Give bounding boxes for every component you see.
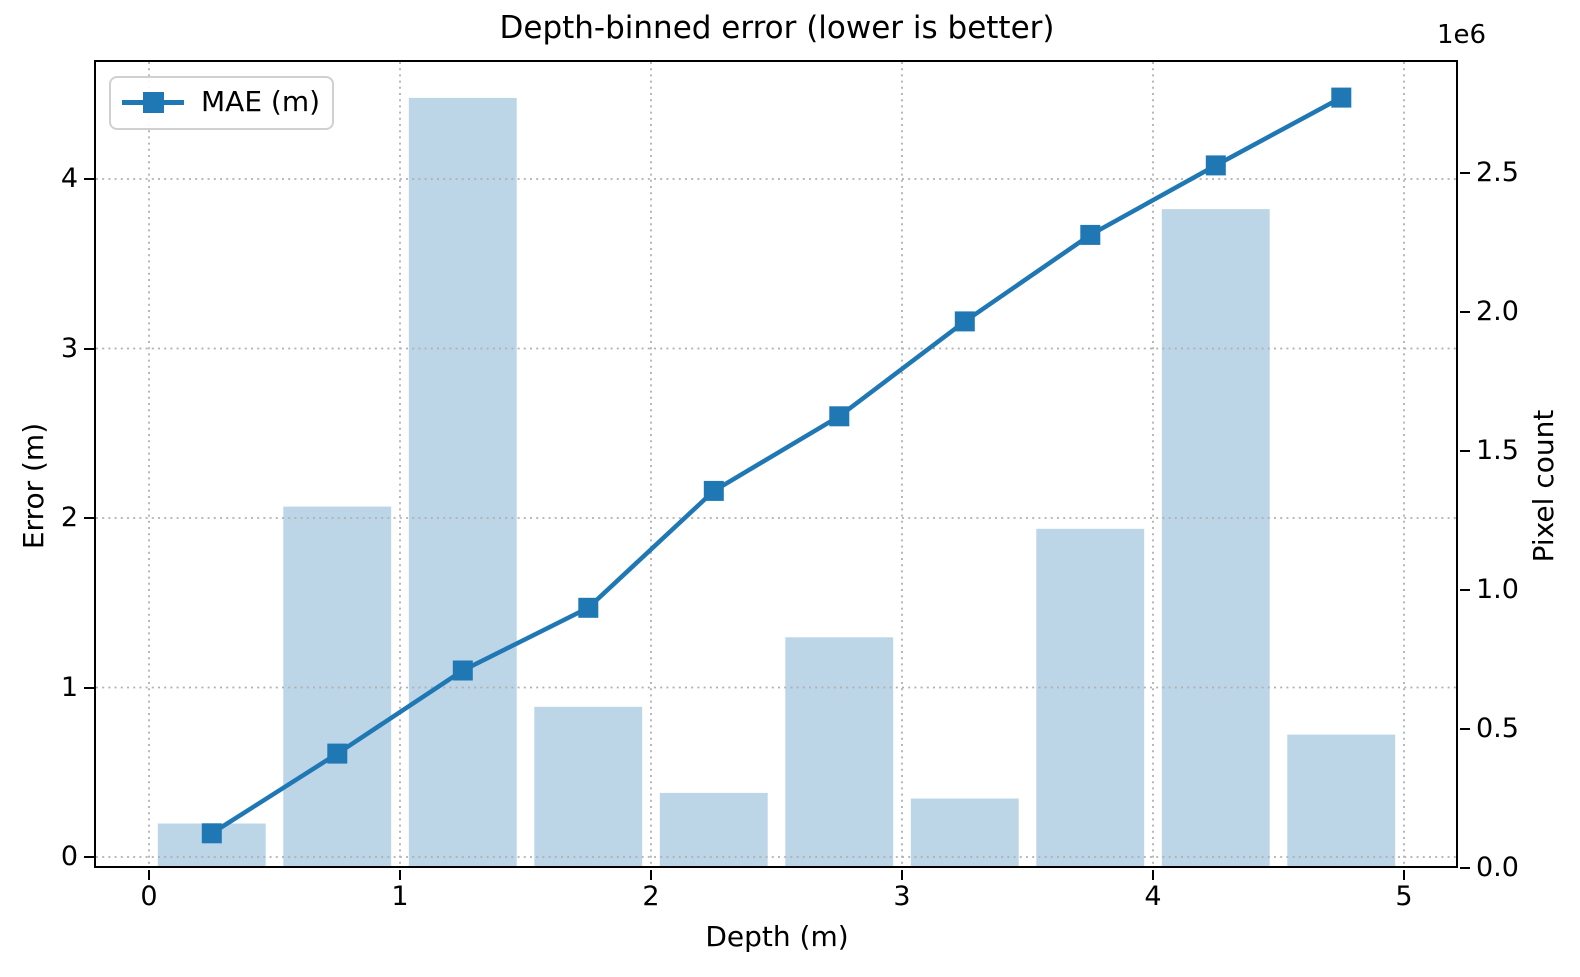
- pixel-count-bar: [1287, 734, 1396, 868]
- x-tick-label: 1: [391, 881, 409, 912]
- left-y-tick-label: 0: [60, 841, 78, 872]
- x-tick-mark: [1152, 870, 1154, 880]
- right-y-tick-mark: [1460, 589, 1470, 591]
- right-y-tick-label: 0.5: [1476, 713, 1519, 744]
- mae-marker: [954, 311, 975, 332]
- gridlines: [96, 62, 1458, 868]
- left-y-tick-mark: [84, 856, 94, 858]
- pixel-count-bar: [659, 792, 768, 868]
- x-axis-label: Depth (m): [705, 920, 849, 953]
- x-tick-mark: [1403, 870, 1405, 880]
- plot-area: [96, 62, 1458, 868]
- right-y-tick-label: 2.0: [1476, 296, 1519, 327]
- mae-marker: [578, 597, 599, 618]
- mae-marker: [452, 660, 473, 681]
- mae-marker: [1205, 155, 1226, 176]
- bar-series: [157, 97, 1396, 868]
- left-y-tick-mark: [84, 517, 94, 519]
- chart-title: Depth-binned error (lower is better): [499, 10, 1055, 46]
- right-y-tick-label: 1.5: [1476, 435, 1519, 466]
- x-tick-label: 4: [1144, 881, 1162, 912]
- x-tick-mark: [399, 870, 401, 880]
- left-y-tick-mark: [84, 347, 94, 350]
- right-y-tick-mark: [1460, 867, 1470, 869]
- left-y-tick-label: 4: [60, 163, 78, 194]
- left-y-tick-label: 1: [60, 671, 78, 703]
- right-y-tick-label: 2.5: [1476, 157, 1519, 188]
- mae-marker: [703, 480, 724, 501]
- legend-square-marker-icon: [143, 92, 164, 113]
- mae-marker: [201, 823, 222, 844]
- x-tick-label: 3: [893, 881, 911, 912]
- left-y-tick-mark: [84, 178, 94, 180]
- x-tick-mark: [650, 870, 652, 880]
- right-y-tick-mark: [1460, 450, 1470, 452]
- left-y-axis-label: Error (m): [17, 422, 50, 550]
- pixel-count-bar: [408, 97, 517, 868]
- x-tick-mark: [901, 870, 903, 880]
- mae-marker: [1331, 87, 1352, 108]
- pixel-count-bar: [1161, 209, 1270, 868]
- left-y-tick-label: 2: [60, 502, 78, 533]
- left-y-tick-mark: [84, 686, 94, 689]
- right-y-tick-mark: [1460, 311, 1470, 313]
- pixel-count-bar: [534, 706, 643, 868]
- x-tick-mark: [148, 870, 150, 880]
- right-axis-offset-text: 1e6: [1437, 20, 1487, 50]
- x-tick-label: 5: [1395, 881, 1413, 912]
- mae-marker: [829, 406, 850, 427]
- right-y-axis-label: Pixel count: [1527, 409, 1560, 563]
- legend-item-label: MAE (m): [201, 85, 321, 118]
- mae-marker: [327, 743, 348, 764]
- right-y-tick-label: 0.0: [1476, 852, 1519, 883]
- right-y-tick-mark: [1460, 728, 1470, 730]
- pixel-count-bar: [1036, 528, 1145, 868]
- x-tick-label: 0: [140, 881, 158, 912]
- pixel-count-bar: [785, 637, 894, 868]
- right-y-tick-mark: [1460, 172, 1470, 174]
- left-y-tick-label: 3: [60, 332, 78, 364]
- right-y-tick-label: 1.0: [1476, 574, 1519, 605]
- legend: MAE (m): [109, 76, 334, 130]
- mae-line: [210, 95, 1343, 836]
- mae-marker: [1080, 224, 1101, 245]
- x-tick-label: 2: [642, 881, 660, 912]
